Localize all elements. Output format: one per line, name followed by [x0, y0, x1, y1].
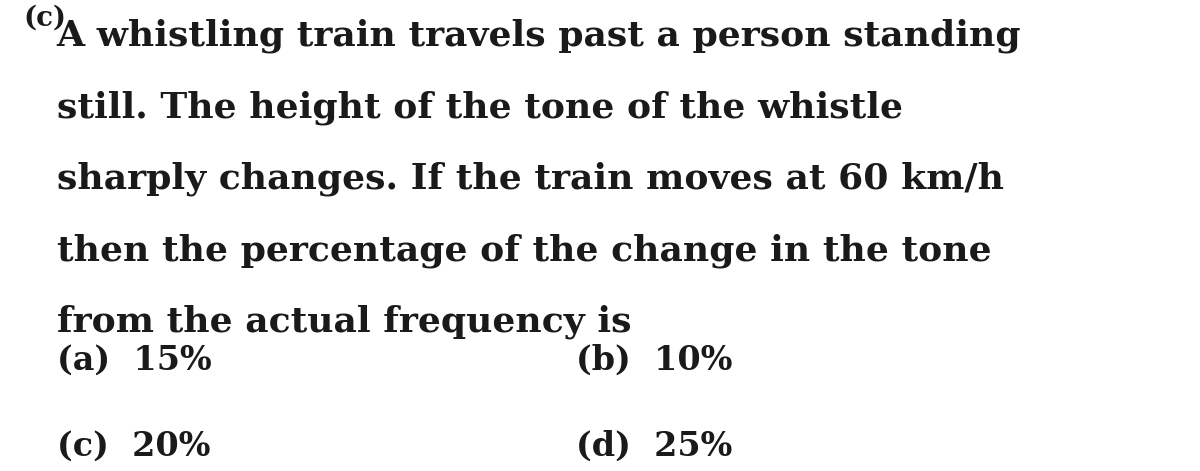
Text: sharply changes. If the train moves at 60 km/h: sharply changes. If the train moves at 6… — [56, 162, 1003, 196]
Text: (c): (c) — [24, 5, 67, 32]
Text: (c)  20%: (c) 20% — [56, 430, 210, 463]
Text: then the percentage of the change in the tone: then the percentage of the change in the… — [56, 233, 991, 268]
Text: (b)  10%: (b) 10% — [576, 344, 733, 377]
Text: A whistling train travels past a person standing: A whistling train travels past a person … — [56, 18, 1021, 53]
Text: (a)  15%: (a) 15% — [56, 344, 211, 377]
Text: still. The height of the tone of the whistle: still. The height of the tone of the whi… — [56, 90, 902, 125]
Text: (d)  25%: (d) 25% — [576, 430, 733, 463]
Text: from the actual frequency is: from the actual frequency is — [56, 305, 631, 339]
